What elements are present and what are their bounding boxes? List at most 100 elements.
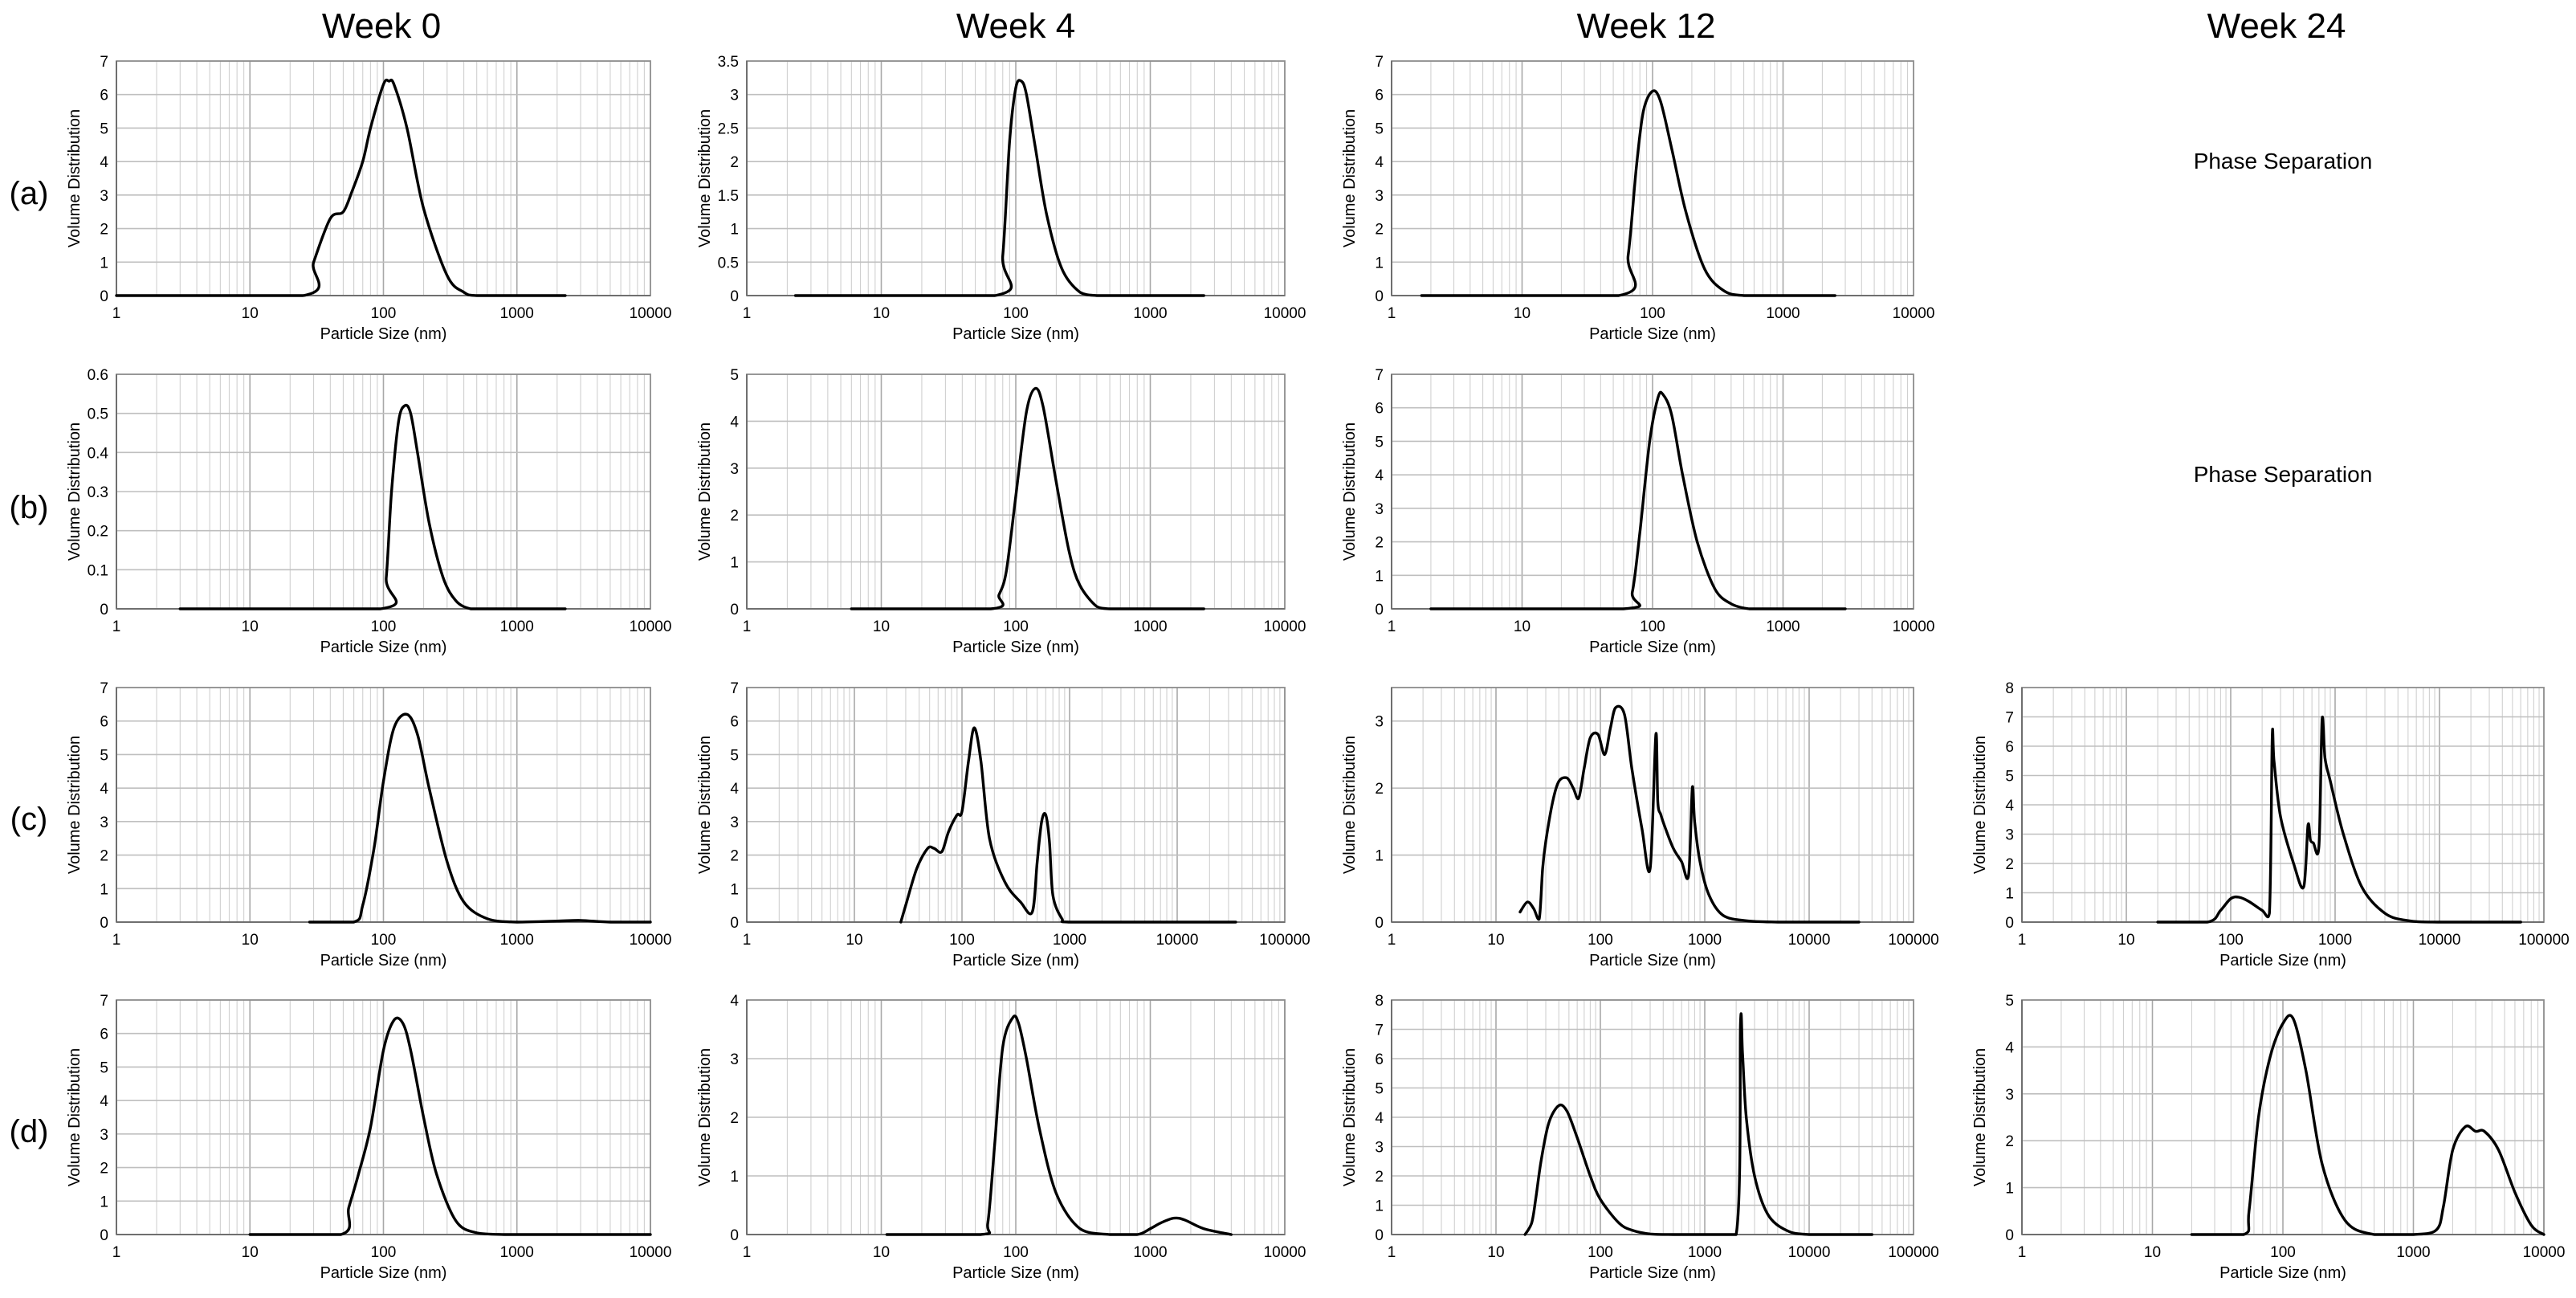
y-tick-label: 1 [100,1194,108,1210]
y-tick-label: 1 [730,555,739,572]
y-axis-label: Volume Distribution [1341,1048,1359,1186]
x-tick-label: 100 [1003,618,1029,635]
y-tick-label: 1 [2005,886,2014,903]
y-tick-label: 0 [2005,1227,2014,1244]
y-tick-label: 5 [730,747,739,764]
chart-b-w0: 0 0.1 0.2 0.3 0.4 0.5 0.6 1 10 100 1000 10000 Partic… [66,367,671,656]
x-tick-label: 10000 [1156,932,1199,949]
x-tick-label: 10000 [630,618,672,635]
y-tick-label: 0 [2005,915,2014,932]
series-line [115,78,567,297]
x-tick-label: 10 [1514,618,1531,635]
y-tick-label: 3 [1375,714,1384,731]
x-tick-label: 1 [1388,305,1396,322]
x-tick-label: 10000 [1893,305,1935,322]
y-tick-label: 6 [1375,1051,1384,1068]
y-tick-label: 5 [100,1059,108,1076]
y-tick-label: 0 [730,1227,739,1244]
y-tick-label: 5 [2005,993,2014,1010]
y-tick-label: 0 [730,915,739,932]
x-tick-label: 10 [242,1244,259,1261]
x-tick-label: 1 [112,618,121,635]
x-axis-label: Particle Size (nm) [952,952,1079,969]
x-tick-label: 10000 [630,1244,672,1261]
x-tick-label: 100000 [1888,932,1938,949]
column-title-week-4: Week 4 [956,6,1075,46]
y-tick-label: 1 [100,881,108,898]
y-tick-label: 0 [730,602,739,618]
y-tick-label: 2 [100,222,108,239]
y-tick-label: 4 [1375,1110,1384,1127]
y-tick-label: 0.5 [88,406,108,423]
y-tick-label: 0 [100,915,108,932]
x-axis-label: Particle Size (nm) [1589,952,1716,969]
x-tick-label: 1000 [1133,305,1167,322]
y-tick-label: 2 [1375,1169,1384,1186]
y-tick-label: 1 [2005,1181,2014,1198]
y-tick-label: 7 [730,680,739,697]
y-tick-label: 4 [2005,798,2014,814]
y-tick-label: 3 [2005,1087,2014,1104]
x-tick-label: 1000 [500,1244,534,1261]
x-tick-label: 100000 [1259,932,1310,949]
y-tick-label: 0 [100,1227,108,1244]
x-tick-label: 1000 [2318,932,2352,949]
y-tick-label: 4 [730,414,739,431]
x-tick-label: 1000 [500,618,534,635]
x-tick-label: 1000 [1688,932,1722,949]
y-tick-label: 8 [2005,680,2014,697]
x-tick-label: 10 [846,932,862,949]
y-tick-label: 1 [730,1169,739,1186]
y-tick-label: 1 [1375,1198,1384,1215]
x-tick-label: 100 [1588,1244,1613,1261]
y-tick-label: 4 [100,781,108,798]
x-tick-label: 1 [1388,618,1396,635]
y-axis-label: Volume Distribution [66,736,84,874]
y-tick-label: 2 [2005,856,2014,873]
y-tick-label: 5 [1375,1081,1384,1098]
y-tick-label: 7 [1375,1022,1384,1039]
row-label-b: (b) [10,490,49,525]
y-tick-label: 1 [1375,255,1384,271]
x-tick-label: 10 [2117,932,2134,949]
series-line [248,1016,652,1236]
y-tick-label: 6 [100,714,108,731]
y-tick-label: 2 [1375,535,1384,552]
column-title-week-0: Week 0 [322,6,441,46]
x-tick-label: 100 [949,932,975,949]
y-tick-label: 5 [1375,120,1384,137]
x-tick-label: 10 [242,618,259,635]
x-tick-label: 10000 [630,305,672,322]
y-tick-label: 0.5 [718,255,739,271]
x-tick-label: 10 [2144,1244,2161,1261]
x-tick-label: 1000 [1053,932,1086,949]
y-tick-label: 6 [1375,88,1384,104]
series-line [1518,704,1861,924]
x-tick-label: 10 [1514,305,1531,322]
y-tick-label: 2 [730,508,739,525]
y-axis-label: Volume Distribution [696,109,714,247]
x-tick-label: 1 [743,305,752,322]
series-line [1429,390,1847,610]
y-tick-label: 6 [100,1027,108,1043]
y-tick-label: 3 [1375,1140,1384,1157]
x-tick-label: 100000 [1888,1244,1938,1261]
y-tick-label: 2 [730,848,739,865]
x-tick-label: 10 [242,932,259,949]
x-tick-label: 100 [1640,618,1665,635]
y-tick-label: 7 [100,680,108,697]
y-tick-label: 3.5 [718,54,739,71]
y-tick-label: 5 [100,747,108,764]
y-tick-label: 4 [730,993,739,1010]
y-tick-label: 1 [730,881,739,898]
series-line [850,386,1205,610]
y-tick-label: 2 [2005,1133,2014,1150]
y-tick-label: 4 [730,781,739,798]
y-tick-label: 1.5 [718,188,739,205]
